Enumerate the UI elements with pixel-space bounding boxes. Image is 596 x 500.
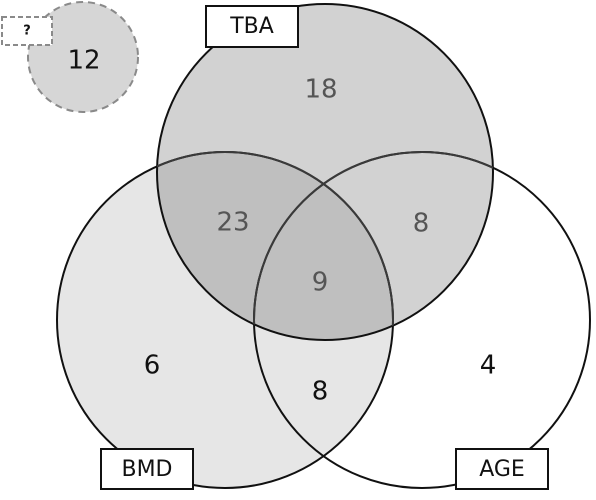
outside-label-box	[1, 16, 53, 46]
bmd-label-tag: BMD	[100, 448, 194, 490]
tba-label-tag: TBA	[205, 5, 299, 48]
bmd-only-count: 6	[144, 351, 161, 381]
tba-only-count: 18	[304, 75, 337, 105]
tba-label: TBA	[229, 14, 274, 39]
tba-fill	[157, 4, 493, 340]
bmd-outline-inside-tba	[157, 151, 394, 340]
age-only-count: 4	[480, 351, 497, 381]
age-outline-inside-tba	[253, 151, 493, 340]
bmd-age-count: 8	[312, 377, 329, 407]
tba-age-count: 8	[413, 209, 430, 239]
age-label-tag: AGE	[455, 448, 549, 490]
tba-bmd-count: 23	[216, 208, 249, 238]
all-three-count: 9	[312, 268, 329, 298]
tba-circle	[156, 3, 494, 341]
bmd-label: BMD	[121, 457, 172, 482]
outside-count: 12	[67, 46, 100, 76]
outside-circle	[27, 1, 139, 113]
age-label: AGE	[479, 457, 525, 482]
outside-label: ?	[23, 24, 31, 39]
